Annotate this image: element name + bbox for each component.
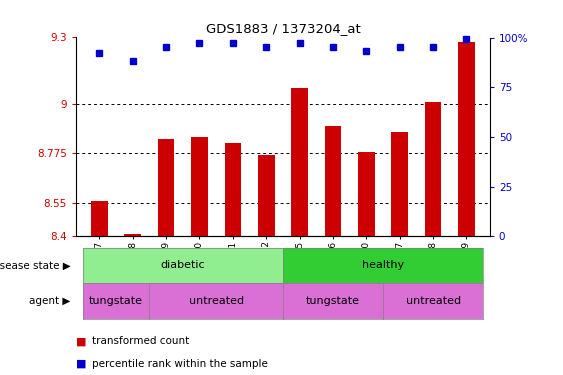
Text: diabetic: diabetic [160, 260, 205, 270]
Text: transformed count: transformed count [92, 336, 189, 346]
Bar [191, 137, 208, 236]
Bar [425, 102, 441, 236]
Bar [291, 88, 308, 236]
Text: tungstate: tungstate [306, 296, 360, 306]
Text: ■: ■ [76, 336, 87, 346]
Bar [124, 234, 141, 236]
Bar [458, 42, 475, 236]
Bar [225, 144, 241, 236]
Text: ■: ■ [76, 359, 87, 369]
Bar [158, 139, 175, 236]
Bar [358, 152, 375, 236]
Text: tungstate: tungstate [89, 296, 143, 306]
Text: healthy: healthy [362, 260, 404, 270]
Bar [325, 126, 341, 236]
Bar [391, 132, 408, 236]
Text: percentile rank within the sample: percentile rank within the sample [92, 359, 267, 369]
Text: disease state ▶: disease state ▶ [0, 260, 70, 270]
Title: GDS1883 / 1373204_at: GDS1883 / 1373204_at [205, 22, 360, 35]
Text: untreated: untreated [189, 296, 244, 306]
Bar [258, 154, 275, 236]
Bar [91, 201, 108, 236]
Text: untreated: untreated [405, 296, 461, 306]
Text: agent ▶: agent ▶ [29, 296, 70, 306]
